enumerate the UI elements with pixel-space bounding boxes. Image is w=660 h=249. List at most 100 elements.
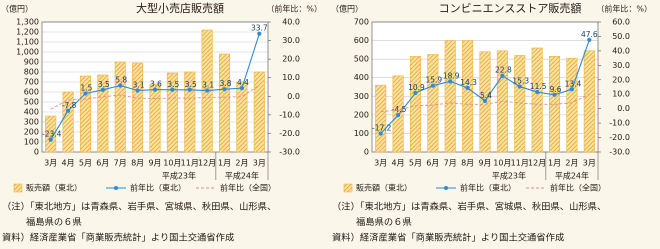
y2-tick-label: -10.0 xyxy=(279,110,300,119)
y2-tick-label: 10.0 xyxy=(612,90,630,99)
legend-label: 販売額（東北） xyxy=(356,183,412,193)
line-point xyxy=(378,131,383,136)
y2-tick-label: 30.0 xyxy=(612,61,630,70)
x-tick-label: 8月 xyxy=(461,159,474,168)
x-tick-label: 3月 xyxy=(583,159,596,168)
data-label: 13.4 xyxy=(565,79,582,88)
line-point xyxy=(500,73,505,78)
y-tick-label: 0 xyxy=(364,148,369,157)
note: （注）「東北地方」は青森県、岩手県、宮城県、秋田県、山形県、 xyxy=(2,201,276,213)
y2-tick-label: 20.0 xyxy=(612,75,630,84)
x-tick-label: 3月 xyxy=(44,159,57,168)
x-tick-label: 3月 xyxy=(253,159,266,168)
y-tick-label: 500 xyxy=(354,55,369,64)
bar xyxy=(45,115,57,153)
data-label: 18.9 xyxy=(443,71,460,80)
bar xyxy=(62,91,74,153)
y-tick-label: 900 xyxy=(24,58,39,67)
data-label: 5.4 xyxy=(480,91,492,100)
bar xyxy=(583,50,595,153)
x-tick-label: 12月 xyxy=(528,159,546,168)
y-tick-label: 1,200 xyxy=(16,28,39,37)
note: 資料）経済産業省「商業販売統計」より国土交通省作成 xyxy=(2,232,234,244)
data-label: 10.9 xyxy=(408,83,425,92)
line-point xyxy=(395,113,401,118)
y-axis-label: （億円） xyxy=(331,4,363,14)
data-label: -17.2 xyxy=(372,124,392,133)
y2-tick-label: -20.0 xyxy=(279,129,300,138)
x-tick-label: 9月 xyxy=(478,159,491,168)
year-label: 平成23年 xyxy=(162,171,196,181)
y2-tick-label: -30.0 xyxy=(279,148,300,157)
data-label: -4.5 xyxy=(392,105,407,114)
line-point xyxy=(65,108,71,113)
data-label: 4.4 xyxy=(237,78,249,87)
note: （注）「東北地方」は青森県、岩手県、宮城県、秋田県、山形県、 xyxy=(332,201,606,213)
bar xyxy=(132,62,144,153)
y2-tick-label: -30.0 xyxy=(609,148,630,157)
x-tick-label: 1月 xyxy=(218,159,231,168)
x-tick-label: 7月 xyxy=(444,159,457,168)
chart-title: コンビニエンスストア販売額 xyxy=(439,2,582,15)
line-point xyxy=(118,83,123,88)
x-tick-label: 4月 xyxy=(62,159,75,168)
data-label: 3.5 xyxy=(98,80,110,89)
y2-tick-label: -20.0 xyxy=(609,133,630,142)
line-point xyxy=(465,85,470,91)
bar xyxy=(566,57,578,153)
line-point xyxy=(135,88,140,93)
bar xyxy=(444,40,456,153)
data-label: 33.7 xyxy=(251,24,268,33)
legend-marker xyxy=(444,186,448,190)
line-point xyxy=(152,87,158,92)
line-point xyxy=(222,87,227,92)
bar xyxy=(79,75,91,153)
y-tick-label: 700 xyxy=(24,78,39,87)
line-point xyxy=(83,91,88,96)
y2-tick-label: 0.0 xyxy=(617,104,630,113)
chart: 大型小売店販売額 （億円） （前年比：%） 010020030040050060070… xyxy=(1,1,322,244)
y-tick-label: 500 xyxy=(24,98,39,107)
bar xyxy=(149,83,161,153)
x-tick-label: 6月 xyxy=(426,159,439,168)
line-point xyxy=(535,89,540,95)
data-label: -7.8 xyxy=(62,101,77,110)
line-point xyxy=(100,87,105,92)
data-label: 5.8 xyxy=(115,76,127,85)
bar xyxy=(236,81,248,153)
data-label: 3.5 xyxy=(167,80,179,89)
legend-label: 前年比（全国） xyxy=(220,183,276,193)
x-tick-label: 6月 xyxy=(96,159,109,168)
y-tick-label: 800 xyxy=(24,68,39,77)
data-label: -23.4 xyxy=(42,130,62,139)
note: 資料）経済産業省「商業販売統計」より国土交通省作成 xyxy=(332,232,564,244)
y2-tick-label: 20.0 xyxy=(282,55,300,64)
y2-axis-label: （前年比：%） xyxy=(596,4,652,14)
line xyxy=(50,84,260,110)
legend-label: 販売額（東北） xyxy=(26,183,82,193)
y-tick-label: 600 xyxy=(24,88,39,97)
line-point xyxy=(413,90,418,96)
line-point xyxy=(517,84,522,89)
legend-label: 前年比（東北） xyxy=(130,183,186,193)
line-point xyxy=(552,92,557,97)
y-tick-label: 200 xyxy=(24,128,39,137)
y-tick-label: 1,000 xyxy=(16,48,39,57)
bar xyxy=(253,71,265,153)
data-label: 15.9 xyxy=(425,76,442,85)
y-tick-label: 300 xyxy=(24,118,39,127)
bar xyxy=(97,74,109,153)
y-tick-label: 700 xyxy=(354,18,369,27)
y-axis-label: （億円） xyxy=(1,4,33,14)
x-tick-label: 5月 xyxy=(409,159,422,168)
bar xyxy=(514,55,526,153)
x-tick-label: 10月 xyxy=(493,159,511,168)
y-tick-label: 100 xyxy=(354,129,369,138)
line xyxy=(380,93,590,113)
line-point xyxy=(48,137,53,142)
line-point xyxy=(187,87,192,92)
y-tick-label: 600 xyxy=(354,36,369,45)
line-point xyxy=(448,79,453,84)
data-label: 14.3 xyxy=(460,78,477,87)
